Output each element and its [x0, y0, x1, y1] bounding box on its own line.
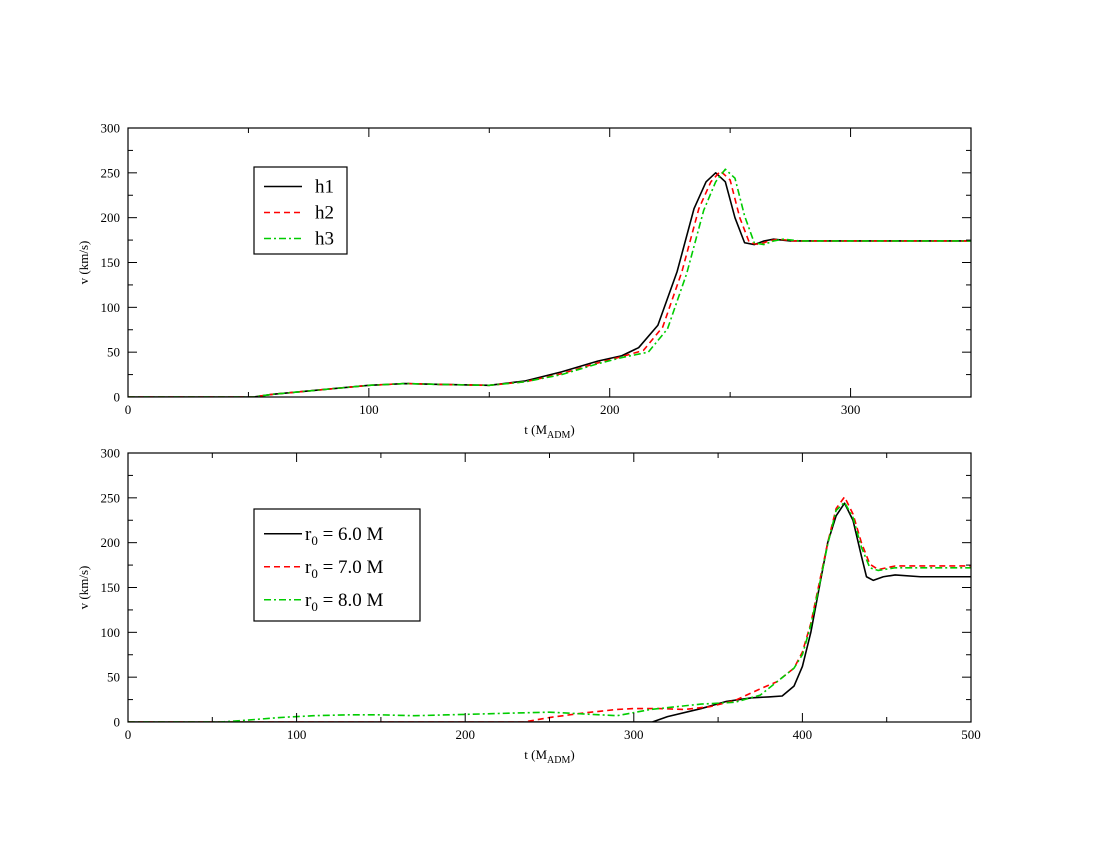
chart-panel-1: 0 100 200 300 0 50 100 150 200 250 300 t (MADM) v (k… — [76, 121, 972, 441]
legend-label: h3 — [315, 229, 334, 250]
x-tick-label: 500 — [961, 727, 981, 742]
x-tick-label: 0 — [125, 727, 132, 742]
x-tick-label: 0 — [125, 402, 132, 417]
y-tick-label: 100 — [101, 300, 121, 315]
legend-label-sub: 0 — [311, 533, 318, 548]
y-tick-label: 0 — [114, 715, 121, 730]
y-tick-label: 0 — [114, 390, 121, 405]
legend-label: h2 — [315, 203, 334, 224]
x-axis-label-sub: ADM — [547, 430, 570, 441]
x-tick-label: 200 — [455, 727, 475, 742]
legend-label-main: h3 — [315, 229, 334, 250]
series-line-3 — [128, 168, 971, 397]
x-tick-label: 100 — [359, 402, 379, 417]
x-axis-label-close: ) — [570, 422, 574, 437]
y-axis-label: v (km/s) — [76, 566, 91, 610]
legend: r0 = 6.0 Mr0 = 7.0 Mr0 = 8.0 M — [253, 508, 421, 622]
x-axis-label: t (MADM) — [524, 422, 574, 441]
x-axis-label: t (MADM) — [524, 747, 574, 766]
y-tick-label: 300 — [101, 121, 121, 136]
x-axis-label-sub: ADM — [547, 755, 570, 766]
legend-label-rest: = 7.0 M — [318, 557, 384, 578]
x-tick-label: 400 — [793, 727, 813, 742]
y-tick-label: 200 — [101, 210, 121, 225]
y-tick-label: 250 — [101, 165, 121, 180]
x-tick-label: 200 — [600, 402, 620, 417]
x-tick-label: 100 — [287, 727, 307, 742]
legend-label: r0 = 7.0 M — [305, 557, 384, 581]
legend: h1 h2 h3 — [253, 166, 348, 255]
y-tick-label: 250 — [101, 490, 121, 505]
legend-label: r0 = 8.0 M — [305, 590, 384, 614]
x-tick-label: 300 — [624, 727, 644, 742]
y-tick-label: 150 — [101, 255, 121, 270]
y-tick-label: 200 — [101, 535, 121, 550]
x-tick-label: 300 — [841, 402, 861, 417]
legend-label-main: h2 — [315, 203, 334, 224]
y-tick-label: 100 — [101, 625, 121, 640]
legend-label-main: r — [305, 557, 312, 578]
x-axis-label-close: ) — [570, 747, 574, 762]
legend-label-sub: 0 — [311, 599, 318, 614]
chart-panel-2: 0 100 200 300 400 500 0 50 100 150 200 250 300 t (MAD… — [76, 446, 981, 767]
y-tick-label: 50 — [107, 670, 120, 685]
legend-label-main: r — [305, 590, 312, 611]
series-line-2 — [128, 170, 971, 397]
legend-box — [253, 508, 421, 622]
x-axis-label-main: t (M — [524, 422, 547, 437]
y-tick-label: 50 — [107, 345, 120, 360]
legend-box — [253, 166, 348, 255]
legend-label-main: h1 — [315, 177, 334, 198]
legend-label-rest: = 6.0 M — [318, 524, 384, 545]
legend-label-main: r — [305, 524, 312, 545]
legend-label-sub: 0 — [311, 566, 318, 581]
y-tick-label: 150 — [101, 580, 121, 595]
legend-label: r0 = 6.0 M — [305, 524, 384, 548]
y-tick-label: 300 — [101, 446, 121, 461]
legend-label: h1 — [315, 177, 334, 198]
legend-label-rest: = 8.0 M — [318, 590, 384, 611]
x-axis-label-main: t (M — [524, 747, 547, 762]
series-line-3 — [128, 501, 971, 722]
y-axis-label: v (km/s) — [76, 241, 91, 285]
